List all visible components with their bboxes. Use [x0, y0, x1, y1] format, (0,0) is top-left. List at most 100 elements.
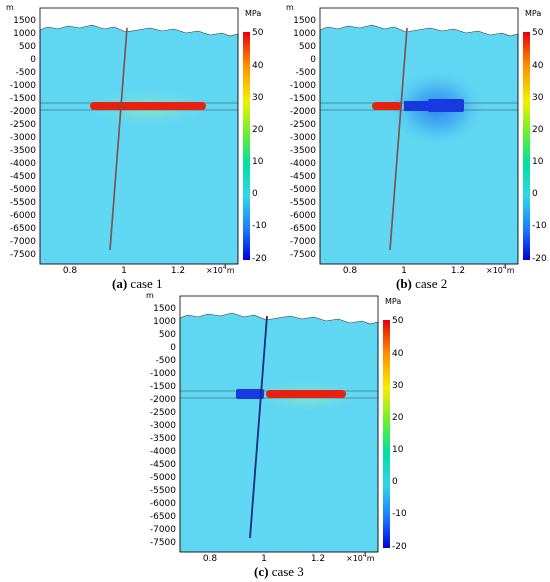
tension-zone — [404, 101, 446, 111]
svg-text:30: 30 — [532, 93, 544, 103]
svg-text:1000: 1000 — [153, 317, 176, 327]
svg-text:-5500: -5500 — [150, 486, 176, 496]
caption-case-2: (b) case 2 — [396, 276, 448, 291]
colorbar — [523, 32, 530, 260]
svg-text:0: 0 — [170, 343, 176, 353]
panel-case-3: m 1500 1000 500 0 -500 -1000 -1500 -2000… — [140, 288, 410, 564]
svg-text:40: 40 — [252, 61, 264, 71]
svg-text:-6000: -6000 — [150, 499, 176, 509]
svg-text:-4500: -4500 — [150, 460, 176, 470]
svg-text:40: 40 — [392, 349, 404, 359]
svg-text:-3500: -3500 — [10, 146, 36, 156]
svg-text:-7000: -7000 — [150, 525, 176, 535]
svg-text:500: 500 — [299, 42, 316, 52]
panel-case-1: m 1500 1000 500 0 -500 -1000 -1500 -2000… — [0, 0, 270, 276]
svg-text:1500: 1500 — [153, 304, 176, 314]
svg-text:-3500: -3500 — [150, 434, 176, 444]
colorbar — [243, 32, 250, 260]
y-tick-labels: 1500 1000 500 0 -500 -1000 -1500 -2000 -… — [150, 304, 176, 548]
svg-text:-1500: -1500 — [150, 382, 176, 392]
y-unit-label: m — [146, 291, 154, 300]
svg-text:50: 50 — [252, 28, 264, 38]
svg-text:-2000: -2000 — [290, 107, 316, 117]
y-tick-labels: 1500 1000 500 0 -500 -1000 -1500 -2000 -… — [10, 16, 36, 260]
svg-text:0: 0 — [252, 189, 258, 199]
svg-text:0.8: 0.8 — [343, 266, 358, 276]
svg-text:-2500: -2500 — [150, 408, 176, 418]
svg-text:30: 30 — [252, 93, 264, 103]
svg-text:1.2: 1.2 — [311, 554, 325, 564]
svg-text:500: 500 — [159, 330, 176, 340]
tension-zone — [428, 99, 464, 112]
svg-text:1: 1 — [401, 266, 407, 276]
svg-text:-5500: -5500 — [290, 198, 316, 208]
svg-text:50: 50 — [392, 316, 404, 326]
svg-text:10: 10 — [252, 157, 264, 167]
colorbar-tick-labels: 50 40 30 20 10 0 -10 -20 — [252, 28, 267, 264]
colorbar-tick-labels: 50 40 30 20 10 0 -10 -20 — [392, 316, 407, 552]
svg-text:30: 30 — [392, 381, 404, 391]
colorbar-unit: MPa — [245, 9, 261, 18]
svg-text:-3000: -3000 — [150, 421, 176, 431]
svg-text:0: 0 — [392, 477, 398, 487]
svg-text:-6500: -6500 — [150, 512, 176, 522]
panel-case-2: m 1500 1000 500 0 -500 -1000 -1500 -2000… — [280, 0, 550, 276]
svg-text:1: 1 — [261, 554, 267, 564]
svg-text:-10: -10 — [532, 221, 547, 231]
svg-text:-7000: -7000 — [290, 237, 316, 247]
svg-text:-4000: -4000 — [10, 159, 36, 169]
svg-text:1500: 1500 — [293, 16, 316, 26]
svg-text:-2000: -2000 — [150, 395, 176, 405]
colorbar-unit: MPa — [525, 9, 541, 18]
y-unit-label: m — [286, 3, 294, 12]
svg-text:0.8: 0.8 — [203, 554, 218, 564]
stress-plot-case-2: m 1500 1000 500 0 -500 -1000 -1500 -2000… — [286, 3, 547, 276]
svg-text:-7500: -7500 — [150, 538, 176, 548]
compression-zone — [372, 102, 402, 110]
svg-text:20: 20 — [392, 413, 404, 423]
svg-text:20: 20 — [252, 125, 264, 135]
svg-text:-500: -500 — [296, 68, 317, 78]
svg-text:-10: -10 — [252, 221, 267, 231]
stress-plot-case-1: m 1500 1000 500 0 -500 -1000 -1500 -2000… — [6, 3, 267, 276]
svg-text:10: 10 — [392, 445, 404, 455]
colorbar-unit: MPa — [385, 297, 401, 306]
svg-text:-3000: -3000 — [290, 133, 316, 143]
svg-text:1.2: 1.2 — [451, 266, 465, 276]
tension-zone — [236, 389, 264, 399]
svg-text:-6500: -6500 — [290, 224, 316, 234]
colorbar — [383, 320, 390, 548]
svg-text:-2500: -2500 — [10, 120, 36, 130]
svg-text:-5000: -5000 — [290, 185, 316, 195]
caption-case-3: (c) case 3 — [254, 564, 304, 579]
svg-text:-4500: -4500 — [290, 172, 316, 182]
svg-text:50: 50 — [532, 28, 544, 38]
svg-text:-7500: -7500 — [290, 250, 316, 260]
svg-text:-4000: -4000 — [290, 159, 316, 169]
svg-text:-6000: -6000 — [290, 211, 316, 221]
svg-text:40: 40 — [532, 61, 544, 71]
svg-text:1000: 1000 — [293, 29, 316, 39]
x-unit-label: ×104m — [206, 264, 235, 275]
svg-text:0.8: 0.8 — [63, 266, 78, 276]
x-unit-label: ×104m — [346, 552, 375, 563]
svg-text:-6000: -6000 — [10, 211, 36, 221]
x-tick-labels: 0.8 1 1.2 — [203, 554, 325, 564]
svg-text:1000: 1000 — [13, 29, 36, 39]
svg-text:1: 1 — [121, 266, 127, 276]
colorbar-tick-labels: 50 40 30 20 10 0 -10 -20 — [532, 28, 547, 264]
y-unit-label: m — [6, 3, 14, 12]
svg-text:-1500: -1500 — [290, 94, 316, 104]
svg-text:-4500: -4500 — [10, 172, 36, 182]
svg-text:-5500: -5500 — [10, 198, 36, 208]
stress-plot-case-3: m 1500 1000 500 0 -500 -1000 -1500 -2000… — [146, 291, 407, 564]
svg-text:-5000: -5000 — [10, 185, 36, 195]
svg-text:-1000: -1000 — [290, 81, 316, 91]
svg-text:-1000: -1000 — [150, 369, 176, 379]
svg-text:-6500: -6500 — [10, 224, 36, 234]
compression-zone — [266, 390, 346, 398]
svg-text:1.2: 1.2 — [171, 266, 185, 276]
svg-text:-3500: -3500 — [290, 146, 316, 156]
svg-text:-4000: -4000 — [150, 447, 176, 457]
svg-text:-500: -500 — [16, 68, 37, 78]
